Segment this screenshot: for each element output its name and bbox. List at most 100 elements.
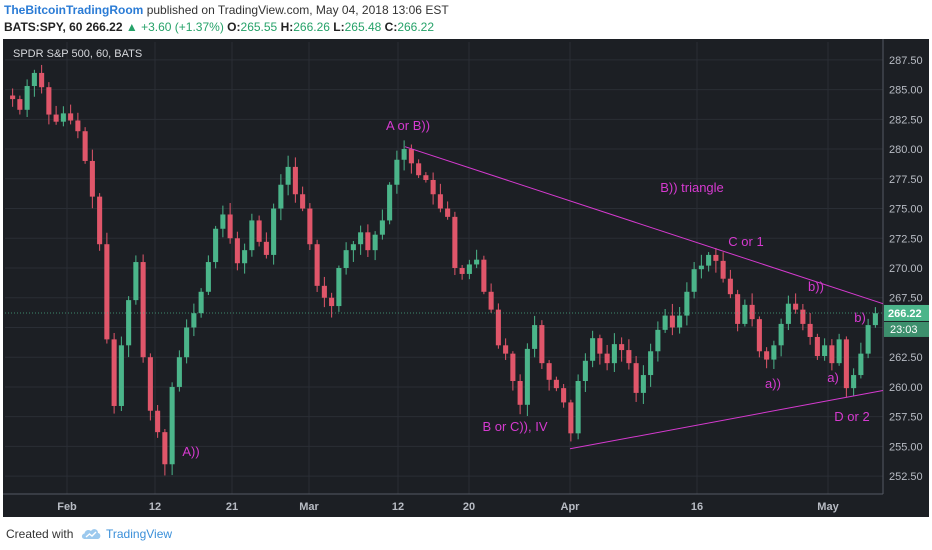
candle-body (256, 220, 262, 242)
candle-body (698, 265, 704, 270)
x-tick-label: 16 (691, 501, 703, 513)
candle-body (75, 120, 81, 132)
candle-body (155, 410, 161, 433)
x-tick-label: Feb (57, 501, 77, 513)
candle-body (829, 345, 835, 364)
candle-body (416, 163, 422, 176)
candle-body (271, 208, 277, 255)
lower-trendline (569, 390, 884, 450)
candle-body (706, 254, 712, 266)
candle-body (582, 360, 588, 381)
candle-body (10, 95, 16, 100)
candle-body (669, 315, 675, 328)
candle-body (118, 345, 124, 406)
candle-body (220, 214, 226, 229)
candle-body (771, 345, 777, 360)
candle-body (336, 268, 342, 307)
candle-body (162, 432, 168, 465)
candle-body (611, 344, 617, 364)
candle-body (488, 291, 494, 310)
candle-body (205, 262, 211, 292)
candle-body (836, 339, 842, 364)
candle-body (249, 220, 255, 251)
x-tick-label: 20 (463, 501, 475, 513)
candle-body (285, 166, 291, 185)
candle-body (379, 220, 385, 235)
candle-body (437, 194, 443, 209)
candle-body (575, 381, 581, 434)
candle-body (430, 179, 436, 195)
candle-body (800, 309, 806, 324)
candle-body (735, 294, 741, 324)
wave-annotation: C or 1 (728, 234, 763, 249)
candle-body (408, 149, 414, 164)
symbol-label: BATS:SPY, 60 (4, 20, 83, 34)
candle-body (358, 232, 364, 245)
candle-body (546, 363, 552, 380)
candle-body (851, 375, 857, 389)
candle-body (466, 264, 472, 274)
candle-body (234, 238, 240, 264)
candle-body (307, 208, 313, 245)
candle-body (510, 353, 516, 381)
candle-body (532, 325, 538, 349)
candle-body (452, 216, 458, 268)
candle-body (481, 259, 487, 292)
candle-body (97, 196, 103, 245)
candle-body (778, 323, 784, 346)
author-link[interactable]: TheBitcoinTradingRoom (4, 3, 144, 17)
publish-line: TheBitcoinTradingRoom published on Tradi… (4, 3, 449, 17)
x-tick-label: 21 (226, 501, 238, 513)
candle-body (727, 278, 733, 295)
y-tick-label: 262.50 (889, 352, 923, 364)
tradingview-brand[interactable]: TradingView (106, 527, 173, 541)
candle-body (350, 244, 356, 251)
candle-body (597, 338, 603, 354)
candle-body (17, 99, 23, 110)
candle-body (133, 262, 139, 301)
x-tick-label: 12 (149, 501, 161, 513)
candle-body (82, 131, 88, 161)
candle-body (517, 381, 523, 405)
last-price: 266.22 (85, 20, 123, 34)
candle-body (756, 319, 762, 352)
candle-body (655, 329, 661, 352)
x-tick-label: Apr (561, 501, 581, 513)
candle-body (568, 402, 574, 434)
change-value: +3.60 (+1.37%) (141, 20, 224, 34)
candle-body (843, 339, 849, 389)
candle-body (749, 304, 755, 320)
candle-body (619, 344, 625, 351)
candle-body (24, 86, 30, 110)
x-tick-label: Mar (299, 501, 319, 513)
wave-annotation: A or B)) (386, 118, 430, 133)
candle-body (321, 285, 327, 298)
price-badge-bg (884, 304, 929, 321)
candle-body (278, 184, 284, 209)
candle-body (213, 228, 219, 263)
candle-body (495, 309, 501, 346)
y-tick-label: 255.00 (889, 441, 923, 453)
wave-annotation: D or 2 (834, 409, 869, 424)
y-tick-label: 252.50 (889, 471, 923, 483)
wave-annotation: A)) (182, 444, 199, 459)
candle-body (822, 345, 828, 357)
candle-body (111, 339, 117, 406)
timer-badge-bg (884, 321, 929, 337)
candle-body (300, 194, 306, 209)
candle-body (524, 348, 530, 405)
candle-body (640, 375, 646, 393)
candle-body (147, 357, 153, 411)
candle-body (503, 345, 509, 354)
candle-body (169, 386, 175, 465)
wave-annotation: B or C)), IV (482, 419, 547, 434)
candle-body (604, 353, 610, 364)
wave-annotation: b)) (808, 279, 824, 294)
candle-body (314, 244, 320, 286)
candle-body (539, 325, 545, 364)
chart-svg[interactable]: 252.50255.00257.50260.00262.50265.00267.… (3, 39, 929, 517)
candle-body (648, 351, 654, 376)
low-value: 265.48 (344, 20, 382, 34)
candle-body (198, 291, 204, 314)
y-tick-label: 282.50 (889, 114, 923, 126)
